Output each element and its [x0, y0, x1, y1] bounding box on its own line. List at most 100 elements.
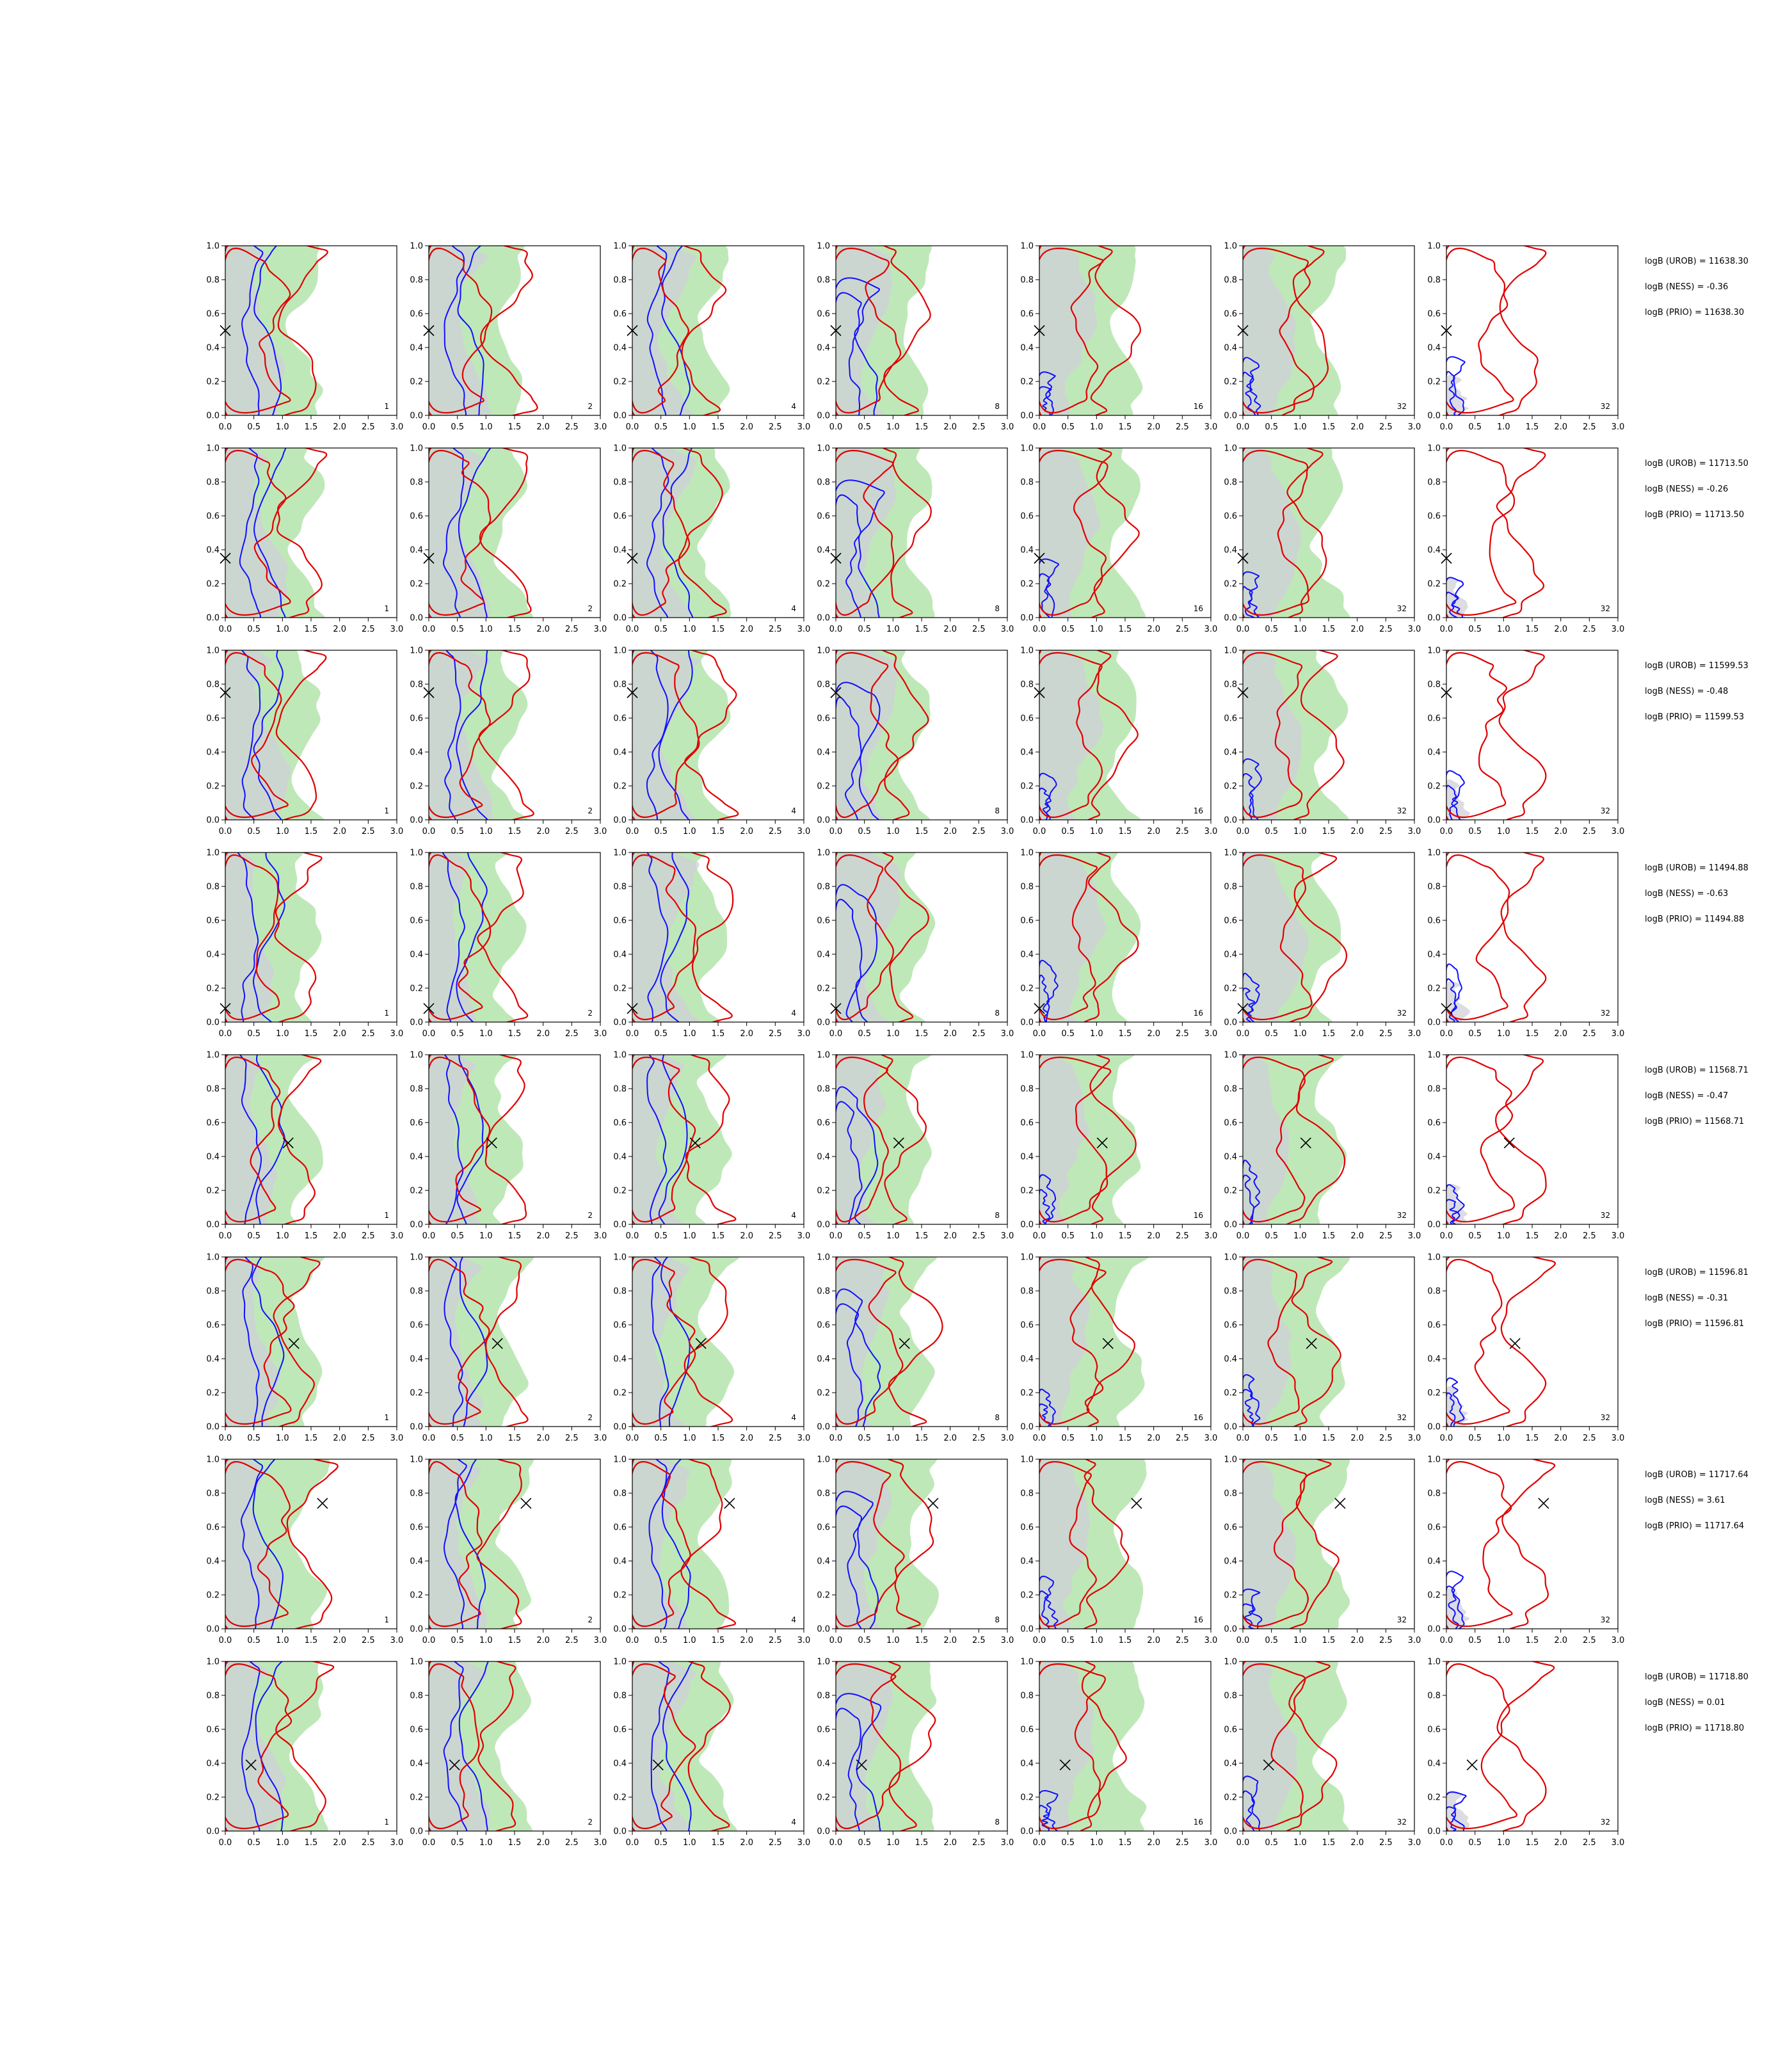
- x-tick-label: 1.5: [915, 422, 929, 432]
- x-tick-label: 1.0: [1293, 827, 1307, 836]
- row4-annotation-ness: logB (NESS) = -0.63: [1645, 889, 1728, 899]
- panel-corner-label: 16: [1194, 806, 1203, 815]
- marker-x: [1441, 552, 1452, 564]
- x-tick-label: 1.0: [1293, 625, 1307, 634]
- panel-r6-c7: 0.0 0.5 1.0 1.5 2.0 2.5 3.0 0.0 0.2 0.4 0.6 0.8 1.0 3…: [1427, 1253, 1624, 1444]
- x-tick-label: 2.5: [1176, 1636, 1189, 1645]
- x-tick-label: 3.0: [594, 1231, 607, 1241]
- gray-region: [1243, 246, 1297, 415]
- x-tick-label: 0.5: [1468, 1636, 1482, 1645]
- y-tick-label: 0.2: [1427, 378, 1441, 387]
- panel-r4-c6: 0.0 0.5 1.0 1.5 2.0 2.5 3.0 0.0 0.2 0.4 0.6 0.8 1.0 3…: [1224, 849, 1421, 1039]
- x-tick-label: 2.0: [1147, 827, 1160, 836]
- x-tick-label: 3.0: [797, 625, 811, 634]
- x-tick-label: 3.0: [390, 827, 404, 836]
- y-tick-label: 0.0: [410, 614, 423, 623]
- panel-r8-c4: 0.0 0.5 1.0 1.5 2.0 2.5 3.0 0.0 0.2 0.4 0.6 0.8 1.0 8: [817, 1658, 1014, 1848]
- y-tick-label: 0.8: [1427, 478, 1441, 488]
- panel-r2-c6: 0.0 0.5 1.0 1.5 2.0 2.5 3.0 0.0 0.2 0.4 0.6 0.8 1.0 3…: [1224, 444, 1421, 635]
- red-contour: [1243, 1056, 1306, 1223]
- marker-x: [627, 687, 638, 698]
- red-contour: [1446, 246, 1547, 415]
- y-tick-label: 0.6: [613, 310, 627, 319]
- x-tick-label: 1.5: [508, 1231, 522, 1241]
- x-tick-label: 1.5: [1526, 1838, 1539, 1848]
- x-tick-label: 3.0: [1001, 1838, 1014, 1848]
- y-tick-label: 0.4: [410, 344, 423, 353]
- y-tick-label: 1.0: [1427, 444, 1441, 454]
- x-tick-label: 2.5: [1176, 422, 1189, 432]
- y-tick-label: 0.0: [1224, 1220, 1237, 1230]
- red-contour: [225, 1663, 292, 1830]
- blue-contour: [255, 1661, 284, 1831]
- gray-region: [225, 448, 288, 618]
- y-tick-label: 0.4: [817, 1355, 830, 1364]
- y-tick-label: 0.0: [206, 1423, 220, 1432]
- blue-contour: [1446, 1392, 1456, 1427]
- y-tick-label: 0.8: [1020, 478, 1034, 488]
- x-tick-label: 0.5: [858, 1636, 871, 1645]
- blue-contour: [836, 696, 862, 820]
- red-contour: [225, 1459, 339, 1629]
- gray-region: [225, 1257, 280, 1427]
- y-tick-label: 0.4: [206, 344, 220, 353]
- y-tick-label: 0.2: [817, 782, 830, 792]
- x-tick-label: 1.5: [1322, 1636, 1336, 1645]
- y-tick-label: 0.0: [613, 1220, 627, 1230]
- row7-annotation-ness: logB (NESS) = 3.61: [1645, 1496, 1725, 1505]
- x-tick-label: 0.5: [451, 1029, 464, 1039]
- x-tick-label: 0.0: [1236, 1231, 1250, 1241]
- x-tick-label: 0.5: [247, 422, 260, 432]
- y-tick-label: 0.8: [1224, 1287, 1237, 1297]
- panel-r1-c5: 0.0 0.5 1.0 1.5 2.0 2.5 3.0 0.0 0.2 0.4 0.6 0.8 1.0 1…: [1020, 242, 1217, 433]
- x-tick-label: 2.5: [972, 1838, 986, 1848]
- y-tick-label: 0.2: [817, 378, 830, 387]
- red-contour: [1446, 449, 1517, 616]
- x-tick-label: 2.5: [1176, 1231, 1189, 1241]
- y-tick-label: 1.0: [1224, 444, 1237, 454]
- red-contour: [632, 1258, 696, 1425]
- panel-r5-c1: 0.0 0.5 1.0 1.5 2.0 2.5 3.0 0.0 0.2 0.4 0.6 0.8 1.0 1: [206, 1051, 403, 1242]
- x-tick-label: 3.0: [390, 1636, 404, 1645]
- red-contour: [836, 1459, 934, 1629]
- y-tick-label: 0.2: [1427, 1389, 1441, 1398]
- blue-contour: [1039, 558, 1060, 618]
- x-tick-label: 3.0: [1204, 1029, 1218, 1039]
- blue-contour: [1446, 978, 1457, 1022]
- blue-contour: [836, 1101, 863, 1224]
- gray-region: [1446, 1183, 1468, 1224]
- y-tick-label: 0.2: [410, 1591, 423, 1601]
- panel-r2-c3: 0.0 0.5 1.0 1.5 2.0 2.5 3.0 0.0 0.2 0.4 0.6 0.8 1.0 4: [613, 444, 811, 635]
- red-contour: [1243, 1055, 1346, 1224]
- x-tick-label: 1.5: [915, 1636, 929, 1645]
- blue-contour: [632, 1257, 669, 1427]
- x-tick-label: 2.0: [943, 1231, 957, 1241]
- y-tick-label: 0.0: [1020, 1625, 1034, 1635]
- x-tick-label: 1.5: [305, 422, 318, 432]
- row1-annotation-ness: logB (NESS) = -0.36: [1645, 282, 1728, 292]
- x-tick-label: 0.0: [829, 1636, 843, 1645]
- x-tick-label: 2.0: [1554, 1636, 1567, 1645]
- y-tick-label: 1.0: [1020, 444, 1034, 454]
- y-tick-label: 0.6: [1427, 714, 1441, 724]
- x-tick-label: 3.0: [1204, 1434, 1218, 1443]
- red-contour: [632, 854, 697, 1021]
- panel-corner-label: 1: [384, 1818, 389, 1827]
- y-tick-label: 0.2: [817, 580, 830, 589]
- gray-region: [836, 1055, 887, 1224]
- x-tick-label: 0.0: [829, 422, 843, 432]
- y-tick-label: 0.6: [1224, 1523, 1237, 1533]
- x-tick-label: 1.0: [276, 1636, 289, 1645]
- y-tick-label: 0.8: [1020, 680, 1034, 690]
- gray-region: [429, 1257, 484, 1427]
- red-contour: [429, 449, 492, 616]
- panel-r3-c3: 0.0 0.5 1.0 1.5 2.0 2.5 3.0 0.0 0.2 0.4 0.6 0.8 1.0 4: [613, 646, 810, 837]
- marker-x: [288, 1338, 300, 1349]
- x-tick-label: 1.0: [276, 422, 289, 432]
- panel-corner-label: 8: [995, 402, 1000, 411]
- marker-x: [1237, 324, 1249, 337]
- x-tick-label: 2.5: [1379, 1838, 1393, 1848]
- y-tick-label: 1.0: [1224, 1051, 1237, 1060]
- row3-annotation-ness: logB (NESS) = -0.48: [1645, 687, 1728, 696]
- y-tick-label: 0.2: [817, 984, 830, 994]
